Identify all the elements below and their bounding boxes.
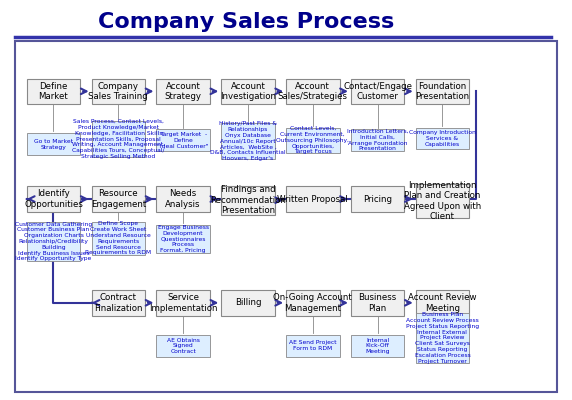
Text: AE Obtains
Signed
Contract: AE Obtains Signed Contract xyxy=(166,338,200,354)
FancyBboxPatch shape xyxy=(156,186,210,212)
Text: Engage Business
Development
Questionnaires
Process
Format, Pricing: Engage Business Development Questionnair… xyxy=(158,225,209,253)
FancyBboxPatch shape xyxy=(27,186,80,212)
Text: Written Proposal: Written Proposal xyxy=(277,194,348,204)
Text: Business Plan
Account Review Process
Project Status Reporting
Internal External
: Business Plan Account Review Process Pro… xyxy=(406,312,479,364)
Text: Define Scope
Create Work Sheet
Understand Resource
Requirements
Send Resource
Re: Define Scope Create Work Sheet Understan… xyxy=(85,221,152,255)
Text: Implementation
Plan and Creation
Agreed Upon with
Client: Implementation Plan and Creation Agreed … xyxy=(404,181,481,221)
FancyBboxPatch shape xyxy=(416,78,469,104)
FancyBboxPatch shape xyxy=(92,290,145,316)
FancyBboxPatch shape xyxy=(92,78,145,104)
FancyBboxPatch shape xyxy=(27,134,80,155)
FancyBboxPatch shape xyxy=(221,290,275,316)
Text: Introduction Letters,
Initial Calls,
Arrange Foundation
Presentation: Introduction Letters, Initial Calls, Arr… xyxy=(347,129,408,152)
Text: Account
Investigation: Account Investigation xyxy=(220,82,276,101)
Text: Company Sales Process: Company Sales Process xyxy=(98,12,395,32)
FancyBboxPatch shape xyxy=(221,186,275,215)
Text: Company Introduction
Services &
Capabilities: Company Introduction Services & Capabili… xyxy=(409,130,476,147)
FancyBboxPatch shape xyxy=(221,123,275,159)
Text: History/Past Files &
Relationships
Onyx Database
Annual/10c Report
Articles,  We: History/Past Files & Relationships Onyx … xyxy=(210,121,286,161)
Text: Foundation
Presentation: Foundation Presentation xyxy=(415,82,470,101)
FancyBboxPatch shape xyxy=(92,186,145,212)
FancyBboxPatch shape xyxy=(416,290,469,316)
Text: Billing: Billing xyxy=(235,298,261,307)
FancyBboxPatch shape xyxy=(286,186,340,212)
FancyBboxPatch shape xyxy=(416,128,469,149)
Text: Account
Sales/Strategies: Account Sales/Strategies xyxy=(278,82,348,101)
Text: Business
Plan: Business Plan xyxy=(359,293,397,312)
FancyBboxPatch shape xyxy=(416,313,469,362)
FancyBboxPatch shape xyxy=(286,290,340,316)
FancyBboxPatch shape xyxy=(416,184,469,218)
Text: AE Send Project
Form to RDM: AE Send Project Form to RDM xyxy=(289,340,336,351)
FancyBboxPatch shape xyxy=(286,78,340,104)
Text: Contact Levels,
Current Environment,
Outsourcing Philosophy,
Opportunities,
Targ: Contact Levels, Current Environment, Out… xyxy=(276,126,349,154)
Text: Account Review
Meeting: Account Review Meeting xyxy=(408,293,476,312)
Text: Sales Process, Contact Levels,
Product Knowledge/Market
Knowledge, Facilitation : Sales Process, Contact Levels, Product K… xyxy=(72,119,165,159)
Text: Company
Sales Training: Company Sales Training xyxy=(89,82,148,101)
FancyBboxPatch shape xyxy=(27,222,80,261)
Text: Define
Market: Define Market xyxy=(39,82,69,101)
FancyBboxPatch shape xyxy=(221,78,275,104)
FancyBboxPatch shape xyxy=(286,128,340,153)
FancyBboxPatch shape xyxy=(92,222,145,255)
FancyBboxPatch shape xyxy=(156,226,210,253)
FancyBboxPatch shape xyxy=(156,78,210,104)
Text: Customer Data Gathering
Customer Business Plan
Organization Charts
Relationship/: Customer Data Gathering Customer Busines… xyxy=(15,222,92,262)
Text: Service
Implementation: Service Implementation xyxy=(149,293,217,312)
Text: Account
Strategy: Account Strategy xyxy=(165,82,202,101)
Text: Target Market  -
Define
"Ideal Customer": Target Market - Define "Ideal Customer" xyxy=(157,132,209,148)
FancyBboxPatch shape xyxy=(156,290,210,316)
Text: Resource
Engagement: Resource Engagement xyxy=(91,189,146,209)
Text: Go to Market
Strategy: Go to Market Strategy xyxy=(34,139,73,150)
FancyBboxPatch shape xyxy=(286,335,340,357)
Text: Contact/Engage
Customer: Contact/Engage Customer xyxy=(343,82,412,101)
Text: Pricing: Pricing xyxy=(363,194,392,204)
Text: Internal
Kick-Off
Meeting: Internal Kick-Off Meeting xyxy=(366,338,390,354)
Text: Identify
Opportunities: Identify Opportunities xyxy=(24,189,83,209)
FancyBboxPatch shape xyxy=(156,335,210,357)
Text: Contract
Finalization: Contract Finalization xyxy=(94,293,142,312)
FancyBboxPatch shape xyxy=(351,78,404,104)
FancyBboxPatch shape xyxy=(92,121,145,157)
FancyBboxPatch shape xyxy=(351,335,404,357)
FancyBboxPatch shape xyxy=(351,186,404,212)
Text: Findings and
Recommendation
Presentation: Findings and Recommendation Presentation xyxy=(210,185,286,215)
FancyBboxPatch shape xyxy=(351,290,404,316)
Text: On-Going Account
Management: On-Going Account Management xyxy=(273,293,352,312)
FancyBboxPatch shape xyxy=(27,78,80,104)
Text: Needs
Analysis: Needs Analysis xyxy=(165,189,201,209)
FancyBboxPatch shape xyxy=(351,130,404,151)
FancyBboxPatch shape xyxy=(156,130,210,151)
